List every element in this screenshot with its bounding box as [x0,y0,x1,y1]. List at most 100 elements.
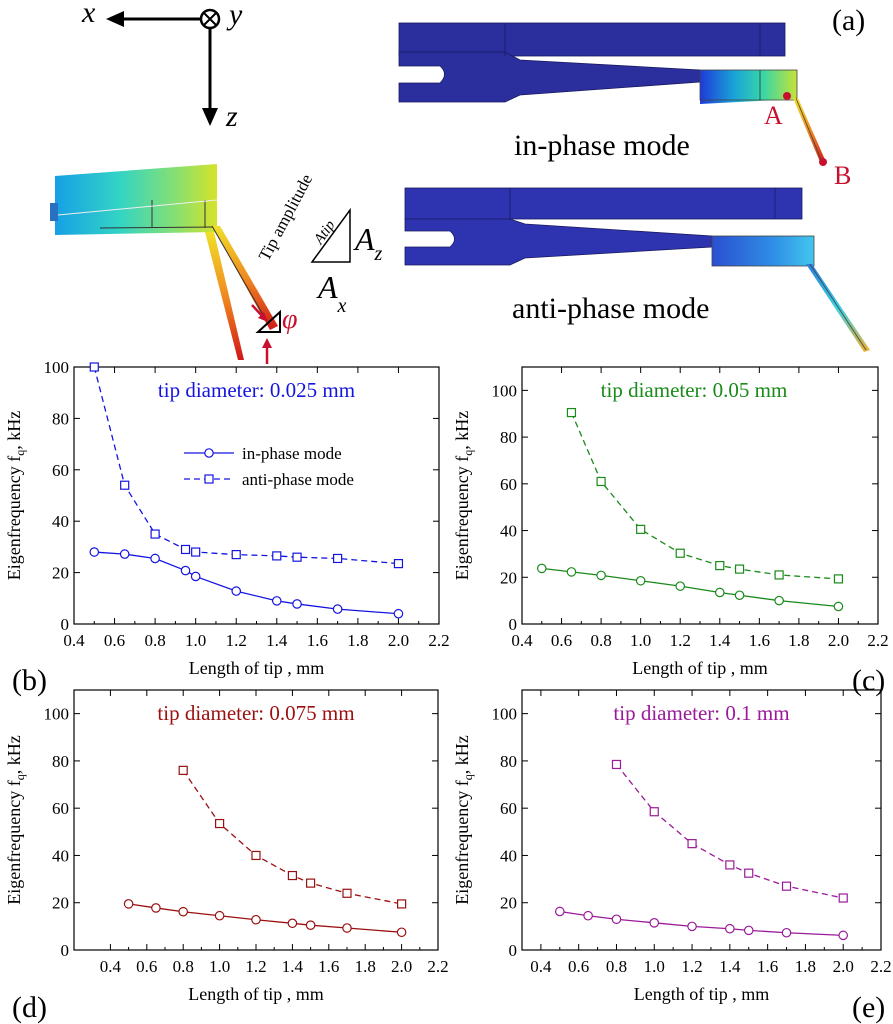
panel-a: (a) x y z A B [50,0,870,364]
y-axis-title-unit: , kHz [4,411,24,450]
y-tick-label: 100 [492,705,518,724]
x-tick-label: 1.4 [719,957,741,976]
in-phase-mode-label: in-phase mode [514,129,690,162]
data-point-in-phase [342,923,352,933]
data-point-in-phase [781,927,792,938]
data-point-in-phase [332,604,343,614]
data-point-anti-phase [333,553,343,564]
x-tick-label: 1.4 [282,957,304,976]
x-axis-title: Length of tip , mm [634,984,769,1004]
chart-panel-b: 0.4 0.6 0.8 1.0 1.2 1.4 1.6 1.8 2.0 2.2 0 20 40 60 80 1… [4,358,450,697]
y-tick-label: 80 [52,409,69,428]
data-point-in-phase [635,575,646,586]
y-tick-label: 100 [44,358,70,377]
data-point-anti-phase [781,881,792,891]
anti-phase-fork: anti-phase mode [404,187,870,352]
y-tick-label: 0 [509,615,518,634]
data-point-in-phase [554,906,565,917]
y-tick-label: 20 [500,894,517,913]
x-tick-label: 2.2 [867,631,888,650]
y-tick-label: 100 [44,705,70,724]
y-axis-label: y [226,0,243,31]
series-line-anti-phase [182,769,402,905]
x-tick-label: 2.0 [388,631,409,650]
legend-marker-in-phase [204,448,214,458]
data-point-anti-phase [675,548,685,558]
z-axis-label: z [225,100,238,133]
data-point-anti-phase [292,552,302,562]
y-tick-label: 0 [61,615,70,634]
chart-title: tip diameter: 0.075 mm [157,701,354,725]
chart-panel-c: 0.4 0.6 0.8 1.0 1.2 1.4 1.6 1.8 2.0 2.2 0 20 40 60 80 1… [452,366,889,697]
series-line-in-phase [559,910,844,936]
tip-amplitude-label: Tip amplitude [255,171,316,264]
x-tick-label: 1.6 [307,631,328,650]
in-phase-fork: A B in-phase mode [398,22,851,190]
x-tick-label: 2.2 [427,957,448,976]
data-point-anti-phase [89,362,99,372]
data-point-anti-phase [251,850,261,861]
data-point-anti-phase [725,860,735,870]
data-point-in-phase [393,608,404,619]
z-axis-arrowhead [202,108,218,126]
data-point-in-phase [583,910,593,921]
x-axis-label: x [81,0,96,29]
data-point-in-phase [714,587,725,598]
data-point-in-phase [305,920,316,930]
data-point-anti-phase [636,524,646,534]
series-line-anti-phase [615,764,844,899]
y-tick-label: 80 [500,428,517,447]
data-point-anti-phase [120,480,130,490]
atip-label: Atip [311,217,339,248]
y-tick-label: 20 [500,568,517,587]
data-point-in-phase [743,925,754,936]
data-point-anti-phase [178,765,188,775]
x-tick-label: 1.8 [795,957,816,976]
panel-a-label: (a) [832,4,865,37]
y-axis-title: Eigenfrequency fq, kHz [452,735,475,904]
data-point-anti-phase [397,899,407,909]
x-tick-label: 1.6 [318,957,339,976]
data-point-anti-phase [715,560,725,571]
y-axis-title: Eigenfrequency fq, kHz [4,735,27,904]
panel-label: (d) [12,991,47,1024]
y-tick-label: 60 [52,799,69,818]
x-tick-label: 0.8 [173,957,194,976]
series-line-anti-phase [570,412,839,580]
chart-title: tip diameter: 0.025 mm [158,378,355,402]
panel-label: (c) [852,664,885,697]
legend-marker-anti-phase [204,474,214,484]
data-point-anti-phase [393,559,404,569]
data-point-in-phase [611,914,622,925]
x-tick-label: 0.6 [136,957,157,976]
data-point-in-phase [774,595,784,606]
y-tick-label: 40 [52,846,69,865]
data-point-anti-phase [649,807,659,817]
x-tick-label: 0.8 [144,631,165,650]
data-point-anti-phase [287,870,297,881]
y-tick-label: 80 [500,752,517,771]
x-tick-label: 2.0 [828,631,849,650]
x-tick-label: 2.2 [428,631,449,650]
data-point-in-phase [292,599,302,609]
legend-entry: anti-phase mode [242,470,354,489]
panel-label: (b) [12,664,47,697]
x-tick-label: 0.6 [568,957,589,976]
chart-panel-e: 0.4 0.6 0.8 1.0 1.2 1.4 1.6 1.8 2.0 2.2 0 20 40 60 80 1… [452,689,892,1024]
x-tick-label: 0.4 [530,957,552,976]
data-point-in-phase [287,918,298,929]
data-point-in-phase [566,567,577,577]
y-tick-label: 100 [492,381,518,400]
x-tick-label: 1.2 [681,957,702,976]
x-tick-label: 0.8 [590,631,611,650]
y-axis-title-unit: , kHz [452,411,472,450]
x-tick-label: 2.0 [833,957,854,976]
data-point-anti-phase [231,550,241,560]
x-tick-label: 0.4 [511,631,533,650]
plot-frame [73,366,440,625]
plot-frame [521,689,882,951]
coordinate-axes: x y z [81,0,243,133]
y-tick-label: 40 [500,846,517,865]
chart-title: tip diameter: 0.1 mm [613,701,789,725]
